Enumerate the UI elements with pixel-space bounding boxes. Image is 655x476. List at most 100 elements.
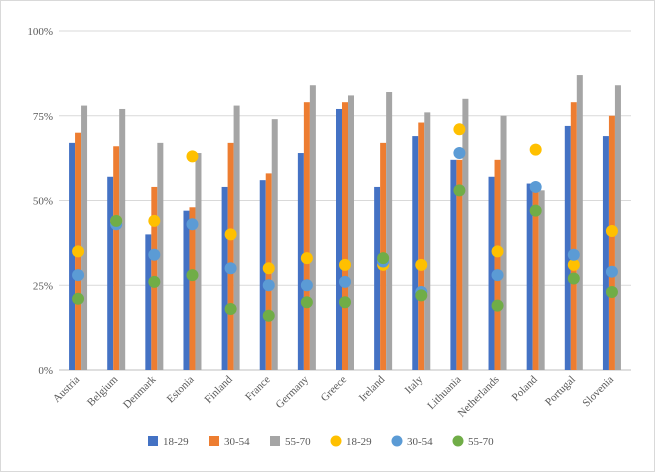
x-tick-label: Poland	[510, 373, 540, 403]
point-30-54-poland	[529, 180, 542, 193]
x-tick-label: Estonia	[165, 374, 197, 406]
x-tick-label: Ireland	[357, 373, 388, 404]
bar-30-54-belgium	[113, 146, 120, 370]
bar-55-70-greece	[348, 95, 354, 370]
y-tick-label: 75%	[33, 111, 53, 123]
point-18-29-estonia	[186, 150, 199, 163]
point-55-70-netherlands	[491, 299, 504, 312]
bar-55-70-denmark	[157, 142, 164, 370]
point-18-29-germany	[300, 252, 313, 265]
x-tick-label: Austria	[51, 374, 82, 405]
x-tick-label: Italy	[403, 373, 426, 396]
x-tick-label: Lithuania	[425, 374, 463, 412]
bar-55-70-netherlands	[500, 115, 507, 370]
legend-swatch	[330, 435, 342, 447]
x-tick-label: Finland	[202, 373, 235, 406]
bar-30-54-netherlands	[494, 159, 501, 370]
bar-55-70-germany	[309, 85, 316, 371]
x-tick-label: Germany	[274, 373, 312, 411]
y-tick-label: 0%	[38, 365, 53, 377]
bar-18-29-france	[259, 180, 266, 370]
point-30-54-germany	[300, 279, 313, 292]
bar-30-54-slovenia	[608, 115, 615, 370]
y-tick-label: 100%	[27, 26, 53, 38]
bar-30-54-germany	[303, 102, 310, 370]
legend-label: 55-70	[285, 436, 311, 448]
legend-label: 30-54	[407, 436, 433, 448]
point-30-54-france	[262, 279, 275, 292]
point-55-70-poland	[529, 204, 542, 217]
bar-30-54-poland	[532, 186, 539, 370]
x-tick-label: France	[243, 374, 273, 404]
point-55-70-lithuania	[453, 184, 466, 197]
bar-18-29-greece	[336, 108, 342, 370]
point-55-70-greece	[339, 296, 351, 309]
legend-label: 55-70	[468, 436, 494, 448]
point-30-54-estonia	[186, 218, 199, 231]
bar-55-70-france	[271, 119, 278, 370]
point-18-29-france	[262, 262, 275, 275]
bar-18-29-netherlands	[488, 176, 495, 370]
x-tick-label: Greece	[319, 374, 350, 405]
point-18-29-poland	[529, 143, 542, 156]
legend-swatch	[270, 436, 280, 446]
bar-55-70-slovenia	[614, 85, 621, 371]
bar-18-29-estonia	[183, 210, 190, 370]
point-55-70-italy	[415, 289, 428, 302]
point-55-70-slovenia	[605, 286, 618, 299]
bar-55-70-poland	[538, 190, 545, 370]
legend-swatch	[209, 436, 219, 446]
points	[72, 123, 618, 322]
point-55-70-denmark	[148, 275, 161, 288]
bar-30-54-italy	[418, 122, 425, 370]
x-tick-label: Netherlands	[456, 374, 502, 420]
bar-18-29-portugal	[564, 125, 571, 370]
bar-18-29-denmark	[145, 234, 152, 370]
bar-18-29-belgium	[107, 176, 114, 370]
x-tick-label: Denmark	[121, 373, 159, 411]
point-30-54-denmark	[148, 248, 161, 261]
y-tick-label: 25%	[33, 280, 53, 292]
point-30-54-netherlands	[491, 269, 504, 282]
point-18-29-portugal	[567, 258, 580, 271]
bar-18-29-finland	[221, 186, 228, 370]
point-18-29-greece	[339, 258, 351, 271]
point-55-70-ireland	[377, 252, 390, 265]
point-18-29-denmark	[148, 214, 161, 227]
point-30-54-austria	[72, 269, 85, 282]
x-tick-label: Belgium	[85, 373, 121, 409]
bar-55-70-lithuania	[462, 98, 469, 371]
bar-30-54-portugal	[570, 102, 577, 370]
bar-55-70-ireland	[386, 92, 393, 371]
point-18-29-austria	[72, 245, 85, 258]
point-30-54-slovenia	[605, 265, 618, 278]
point-18-29-lithuania	[453, 123, 466, 136]
bar-18-29-slovenia	[602, 136, 609, 370]
bar-55-70-belgium	[119, 108, 126, 370]
x-tick-label: Portugal	[543, 374, 578, 409]
point-55-70-finland	[224, 302, 237, 315]
point-18-29-italy	[415, 258, 428, 271]
bar-18-29-italy	[412, 136, 419, 370]
point-18-29-finland	[224, 228, 237, 241]
y-axis-ticks: 0% 25% 50% 75% 100%	[27, 26, 53, 377]
bar-18-29-ireland	[374, 186, 381, 370]
bar-55-70-finland	[233, 105, 240, 370]
bar-30-54-greece	[342, 102, 348, 370]
point-55-70-austria	[72, 292, 85, 305]
bar-18-29-lithuania	[450, 159, 457, 370]
point-55-70-belgium	[110, 214, 123, 227]
bar-30-54-finland	[227, 142, 234, 370]
point-55-70-portugal	[567, 272, 580, 285]
legend-label: 18-29	[346, 436, 372, 448]
bar-18-29-germany	[297, 153, 304, 370]
x-axis-labels: Austria Belgium Denmark Estonia Finland Franc…	[51, 373, 616, 419]
legend-label: 18-29	[163, 436, 189, 448]
point-30-54-lithuania	[453, 147, 466, 160]
legend-label: 30-54	[224, 436, 250, 448]
bar-18-29-austria	[69, 142, 76, 370]
point-18-29-slovenia	[605, 225, 618, 238]
y-tick-label: 50%	[33, 196, 53, 208]
